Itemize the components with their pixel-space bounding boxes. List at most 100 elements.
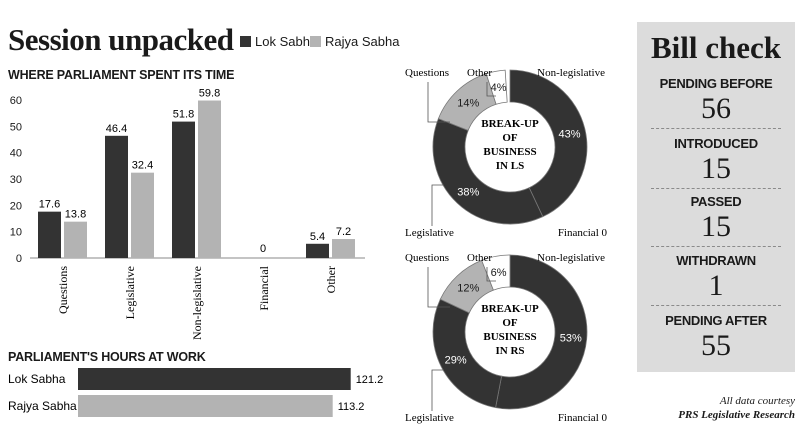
bill-label-pending-before: PENDING BEFORE: [659, 76, 773, 91]
bar-value-label: 5.4: [310, 231, 325, 243]
rs-outer-label: Questions: [405, 252, 449, 264]
ls-slice-percent: 4%: [491, 82, 507, 94]
ls-outer-label: Other: [467, 67, 492, 79]
y-tick-label: 20: [10, 200, 22, 212]
ls-donut-chart: 43% 38% 14% 4% BREAK-UP OF BUSINESS IN LS Questi…: [405, 67, 608, 239]
rs-outer-label: Non-legislative: [537, 252, 605, 264]
hours-bar: [78, 368, 351, 390]
bill-label-pending-after: PENDING AFTER: [665, 313, 767, 328]
bar-rajya-sabha: [64, 221, 87, 258]
rs-slice-percent: 53%: [560, 333, 582, 345]
rs-leader-line: [486, 267, 496, 282]
rs-outer-label: Other: [467, 252, 492, 264]
ls-slice: [485, 69, 508, 105]
bar-rajya-sabha: [131, 172, 154, 258]
hours-chart-title: PARLIAMENT'S HOURS AT WORK: [8, 350, 206, 364]
bar-value-label: 32.4: [132, 160, 153, 172]
x-tick-label: Legislative: [123, 266, 137, 319]
y-tick-label: 40: [10, 148, 22, 160]
rs-slice: [481, 254, 511, 291]
rs-center-label: BREAK-UP: [481, 303, 539, 315]
ls-outer-label: Non-legislative: [537, 67, 605, 79]
bar-lok-sabha: [172, 121, 195, 258]
rs-leader-line: [427, 267, 450, 308]
x-tick-label: Other: [324, 266, 338, 293]
legend-label-lok: Lok Sabha: [255, 34, 318, 49]
bar-value-label: 46.4: [106, 123, 127, 135]
hours-value-label: 113.2: [338, 401, 365, 413]
bill-value-introduced: 15: [701, 152, 731, 185]
ls-center-label: BREAK-UP: [481, 118, 539, 130]
bar-value-label: 51.8: [173, 109, 194, 121]
bar-rajya-sabha: [332, 239, 355, 258]
rs-center-label: OF: [502, 317, 518, 329]
ls-slice: [509, 69, 588, 218]
y-tick-label: 50: [10, 121, 22, 133]
bill-value-withdrawn: 1: [708, 269, 724, 302]
rs-slice: [432, 298, 503, 409]
bill-divider: [651, 246, 781, 247]
rs-donut-chart: 53% 29% 12% 6% BREAK-UP OF BUSINESS IN RS Questi…: [405, 252, 608, 424]
bill-value-passed: 15: [701, 210, 731, 243]
bill-label-withdrawn: WITHDRAWN: [676, 253, 756, 268]
hours-value-label: 121.2: [356, 374, 384, 386]
bar-value-label: 13.8: [65, 209, 86, 221]
ls-leader-line: [427, 82, 450, 123]
ls-slice-percent: 43%: [559, 129, 581, 141]
bar-value-label: 17.6: [39, 199, 60, 211]
legend-swatch-rajya: [310, 36, 321, 47]
y-tick-label: 10: [10, 227, 22, 239]
bill-value-pending-after: 55: [701, 329, 731, 362]
bar-value-label: 7.2: [336, 226, 351, 238]
bar-lok-sabha: [306, 243, 329, 258]
time-bar-chart: 0 10 20 30 40 50 60 17.6 13.8 Questions 46.4 32.4 Le…: [10, 88, 365, 340]
bar-lok-sabha: [38, 211, 61, 258]
credit-line-1: All data courtesy: [719, 395, 795, 407]
ls-outer-label: Legislative: [405, 227, 454, 239]
ls-center-label: OF: [502, 132, 518, 144]
page-title: Session unpacked: [8, 22, 234, 57]
x-tick-label: Non-legislative: [190, 266, 204, 340]
ls-leader-line: [431, 184, 444, 226]
bill-divider: [651, 128, 781, 129]
rs-outer-label: Legislative: [405, 412, 454, 424]
hours-bar-chart: Lok Sabha 121.2 Rajya Sabha 113.2: [8, 368, 384, 417]
bar-lok-sabha: [105, 135, 128, 258]
ls-center-label: IN LS: [496, 160, 524, 172]
hours-category-label: Lok Sabha: [8, 372, 66, 386]
ls-outer-label: Questions: [405, 67, 449, 79]
y-tick-label: 30: [10, 174, 22, 186]
bill-value-pending-before: 56: [701, 92, 731, 125]
rs-leader-line: [431, 369, 444, 411]
bill-divider: [651, 305, 781, 306]
bar-value-label: 0: [260, 243, 266, 255]
ls-slice-percent: 14%: [457, 98, 479, 110]
x-tick-label: Questions: [56, 266, 70, 314]
bar-value-label: 59.8: [199, 88, 220, 100]
bill-label-introduced: INTRODUCED: [674, 136, 758, 151]
ls-slice: [432, 118, 544, 225]
y-tick-label: 0: [16, 253, 22, 265]
rs-slice-percent: 29%: [445, 355, 467, 367]
rs-slice-percent: 12%: [457, 283, 479, 295]
bill-check-panel: Bill check PENDING BEFORE 56 INTRODUCED …: [637, 22, 795, 372]
ls-center-label: BUSINESS: [483, 146, 536, 158]
hours-category-label: Rajya Sabha: [8, 399, 77, 413]
bill-divider: [651, 188, 781, 189]
hours-bar: [78, 395, 333, 417]
y-tick-label: 60: [10, 95, 22, 107]
rs-slice: [495, 254, 588, 410]
rs-outer-label: Financial 0: [558, 412, 608, 424]
ls-slice-percent: 38%: [457, 186, 479, 198]
rs-center-label: BUSINESS: [483, 331, 536, 343]
rs-center-label: IN RS: [495, 345, 524, 357]
bill-check-title: Bill check: [650, 30, 782, 65]
legend-swatch-lok: [240, 36, 251, 47]
credit-line-2: PRS Legislative Research: [678, 409, 795, 421]
x-tick-label: Financial: [257, 265, 271, 310]
legend-label-rajya: Rajya Sabha: [325, 34, 400, 49]
bill-label-passed: PASSED: [690, 194, 742, 209]
ls-outer-label: Financial 0: [558, 227, 608, 239]
time-chart-title: WHERE PARLIAMENT SPENT ITS TIME: [8, 68, 235, 82]
ls-leader-line: [486, 82, 496, 97]
